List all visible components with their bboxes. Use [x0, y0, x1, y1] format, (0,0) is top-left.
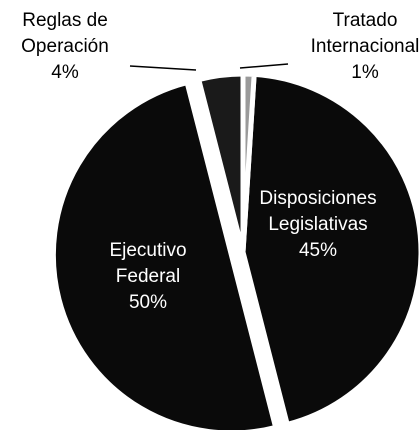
value-label: 4%	[51, 62, 79, 83]
slice-label: Tratado Internacional 1%	[300, 8, 419, 86]
category-label: Tratado Internacional	[310, 10, 419, 57]
leader-line	[129, 65, 197, 71]
category-label: Ejecutivo Federal	[109, 240, 187, 287]
slice-label: Disposiciones Legislativas 45%	[238, 186, 398, 264]
slice-label: Reglas de Operación 4%	[0, 8, 130, 86]
slice-label: Ejecutivo Federal 50%	[88, 238, 208, 316]
pie-slice	[240, 71, 419, 428]
value-label: 1%	[351, 62, 379, 83]
pie-slice	[240, 71, 257, 253]
value-label: 45%	[298, 240, 338, 261]
category-label: Reglas de Operación	[21, 10, 109, 57]
category-label: Disposiciones Legislativas	[259, 188, 377, 235]
value-label: 50%	[128, 292, 168, 313]
leader-line	[239, 63, 289, 69]
